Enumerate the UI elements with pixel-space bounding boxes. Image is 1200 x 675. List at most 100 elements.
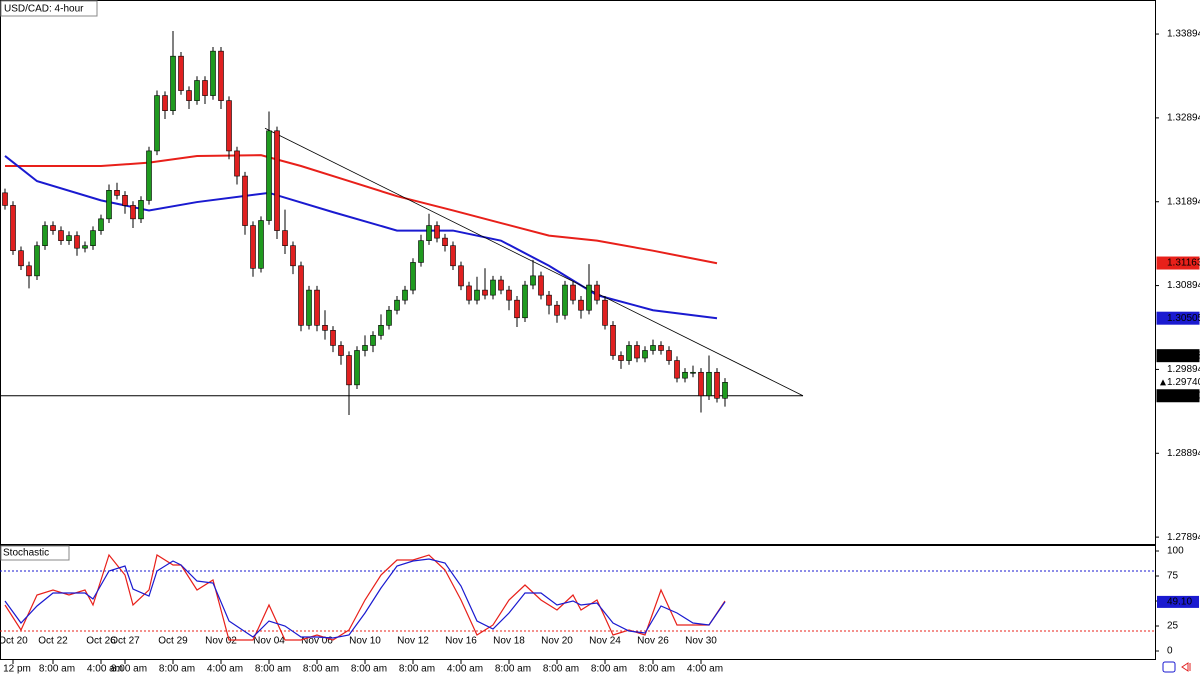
y-tick-label: 1.28894	[1167, 448, 1200, 459]
stochastic-line	[4, 558, 726, 639]
candle-body	[594, 284, 600, 301]
candle-body	[242, 175, 248, 226]
candle-body	[442, 237, 448, 246]
trendline	[264, 127, 804, 397]
candle-body	[202, 80, 208, 96]
candle-body	[58, 230, 64, 241]
candle-body	[114, 190, 120, 196]
candle-body	[554, 304, 560, 316]
candle-body	[26, 265, 32, 277]
candle-body	[90, 230, 96, 246]
candle-body	[274, 130, 280, 231]
icon-scroll[interactable]	[1181, 662, 1191, 672]
y-tick-label: 1.27894	[1167, 532, 1200, 543]
x-time-label: 8:00 am	[303, 664, 339, 675]
candle-body	[34, 245, 40, 277]
candle-body	[410, 262, 416, 291]
x-time-label: 8:00 am	[111, 664, 147, 675]
x-date-label: Nov 10	[349, 636, 381, 647]
price-marker	[1156, 349, 1200, 363]
x-date-label: Oct 20	[0, 636, 28, 647]
candle-body	[130, 205, 136, 220]
x-date-label: Oct 29	[158, 636, 188, 647]
candle-body	[50, 225, 56, 231]
price-marker-label: 1.29580	[1167, 390, 1200, 401]
y-tick-label: 1.33894	[1167, 29, 1200, 40]
x-time-label: 4:00 am	[207, 664, 243, 675]
candle-body	[66, 235, 72, 241]
nav-icons[interactable]	[1162, 661, 1191, 673]
price-marker	[1156, 375, 1200, 389]
y-tick-label: 0	[1167, 646, 1173, 657]
y-tick-label: 100	[1167, 546, 1184, 557]
candle-body	[322, 325, 328, 331]
moving-average	[4, 155, 718, 320]
x-time-label: 8:00 am	[399, 664, 435, 675]
candle-body	[570, 284, 576, 301]
candle-body	[474, 289, 480, 301]
candle-body	[530, 275, 536, 286]
candle-body	[490, 279, 496, 296]
price-marker	[1156, 256, 1200, 270]
candle-body	[562, 284, 568, 316]
candle-body	[402, 289, 408, 301]
candle-body	[10, 205, 16, 252]
x-date-label: Nov 04	[253, 636, 285, 647]
candle-body	[378, 325, 384, 336]
candle-body	[634, 345, 640, 359]
x-time-label: 12 pm	[3, 664, 31, 675]
y-tick-label: 1.30894	[1167, 280, 1200, 291]
stochastic-title: Stochastic	[3, 548, 49, 559]
x-date-label: Nov 26	[637, 636, 669, 647]
candle-body	[546, 294, 552, 306]
main-panel	[0, 0, 1156, 545]
candle-body	[98, 218, 104, 231]
candle-body	[2, 192, 8, 206]
candle-body	[106, 190, 112, 220]
candle-body	[586, 284, 592, 311]
candle-body	[82, 245, 88, 249]
x-date-label: Oct 27	[110, 636, 140, 647]
price-marker-label: 1.30505	[1167, 313, 1200, 324]
candle-body	[138, 200, 144, 220]
candle-body	[194, 80, 200, 101]
x-date-label: Nov 06	[301, 636, 333, 647]
x-time-label: 8:00 am	[351, 664, 387, 675]
stochastic-line	[4, 553, 726, 641]
price-marker-arrow	[1160, 379, 1166, 386]
candle-body	[394, 299, 400, 311]
candle-body	[154, 95, 160, 152]
price-marker	[1156, 311, 1200, 325]
candle-body	[210, 50, 216, 96]
candle-body	[698, 371, 704, 397]
icon-zoom[interactable]	[1162, 661, 1176, 673]
value-marker-label: 49.10	[1167, 597, 1192, 608]
candle-body	[354, 350, 360, 386]
candle-body	[650, 345, 656, 351]
candle-body	[610, 325, 616, 356]
candle-body	[514, 299, 520, 319]
candle-body	[690, 371, 696, 374]
x-time-label: 8:00 am	[495, 664, 531, 675]
candle-body	[538, 275, 544, 296]
y-tick-label: 1.32894	[1167, 113, 1200, 124]
candle-body	[706, 371, 712, 397]
price-marker-label: 1.31163	[1167, 258, 1200, 269]
candle-body	[466, 285, 472, 301]
candle-body	[74, 235, 80, 249]
candle-body	[618, 355, 624, 361]
candle-body	[282, 230, 288, 246]
candle-body	[362, 345, 368, 351]
price-marker	[1156, 389, 1200, 403]
candle-body	[266, 130, 272, 221]
moving-average	[5, 154, 718, 265]
x-time-label: 8:00 am	[591, 664, 627, 675]
candle-body	[426, 225, 432, 241]
candle-body	[482, 289, 488, 296]
candle-body	[418, 240, 424, 263]
y-tick-label: 1.31894	[1167, 196, 1200, 207]
x-date-label: Nov 02	[205, 636, 237, 647]
candle-body	[162, 95, 168, 111]
candle-body	[506, 289, 512, 301]
candle-body	[170, 55, 176, 111]
